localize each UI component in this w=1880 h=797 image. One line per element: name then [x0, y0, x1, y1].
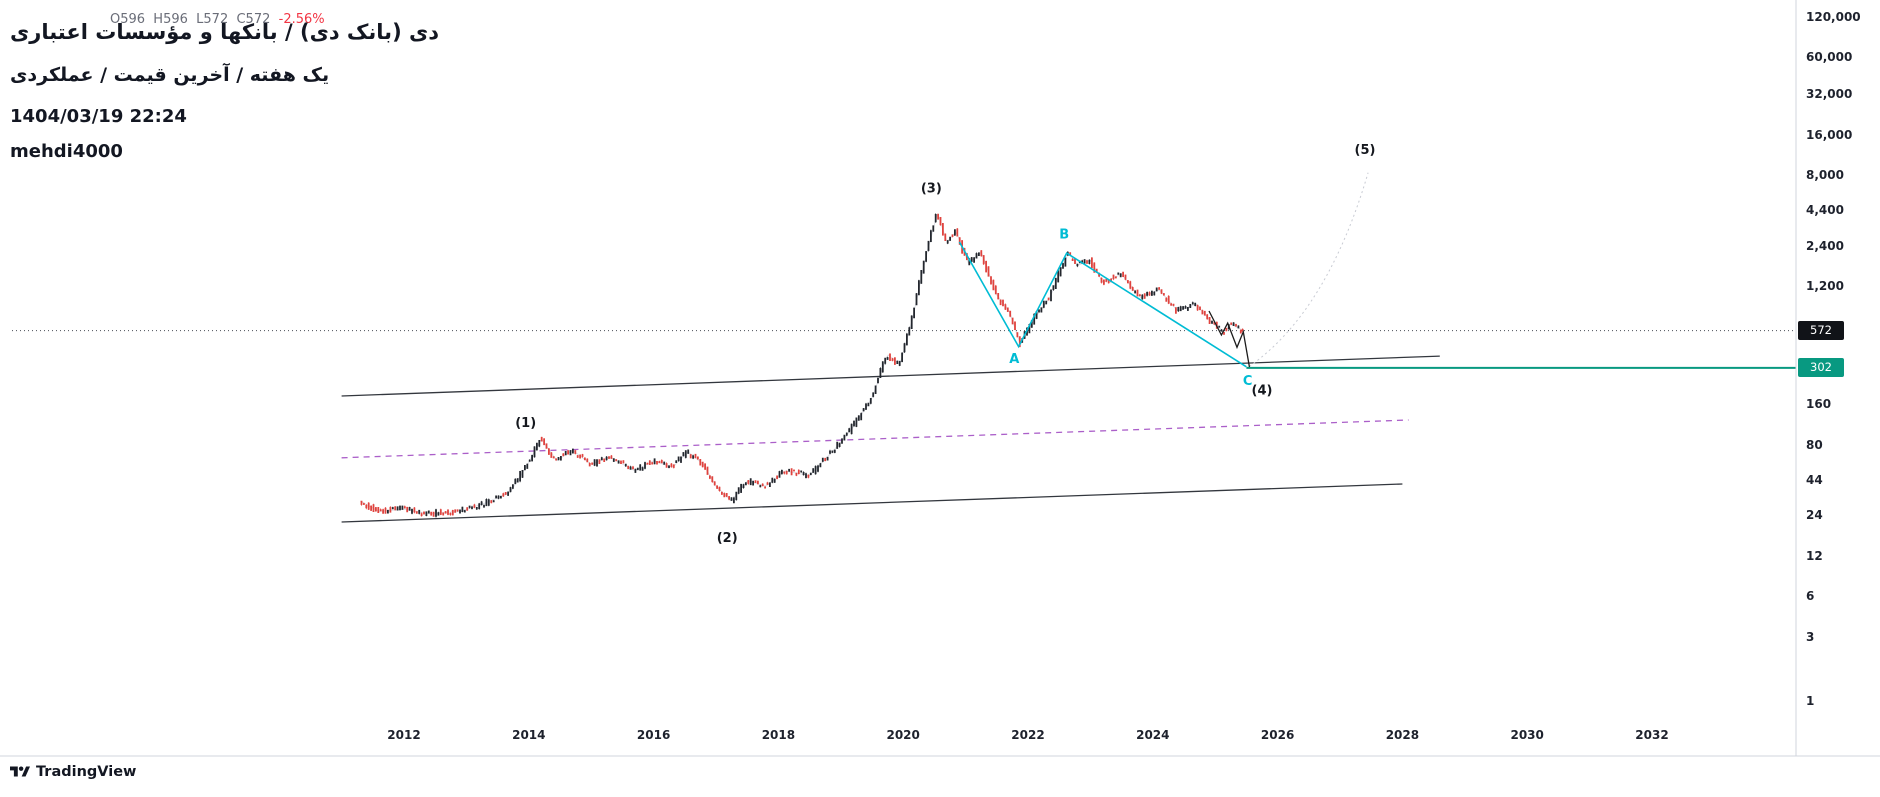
time-axis-label: 2018 [761, 728, 796, 742]
ending-diagonal-line[interactable] [1208, 310, 1251, 368]
datetime-text[interactable]: 1404/03/19 22:24 [10, 106, 187, 127]
price-axis-label: 2,400 [1806, 238, 1844, 253]
price-axis-label: 24 [1806, 508, 1823, 523]
price-axis-label: 1 [1806, 694, 1815, 708]
wave-label-2[interactable]: (2) [717, 531, 738, 546]
wave-label-B[interactable]: B [1059, 228, 1069, 243]
price-axis-label: 16,000 [1806, 127, 1853, 142]
price-axis-label: 120,000 [1806, 9, 1861, 24]
abc-correction-line[interactable] [958, 241, 1247, 368]
time-axis-label: 2024 [1136, 728, 1170, 742]
price-axis-label: 32,000 [1806, 87, 1853, 102]
price-axis-label: 6 [1806, 589, 1815, 604]
faint-price-trace [360, 214, 1243, 515]
ohlc-legend: O596 H596 L572 C572 -2.56% [110, 12, 325, 27]
time-axis-label: 2028 [1385, 728, 1420, 742]
channel-line-upper[interactable] [341, 355, 1440, 397]
time-axis-label: 2020 [886, 728, 920, 742]
time-axis-label: 2012 [387, 728, 421, 742]
time-axis-label: 2032 [1635, 728, 1669, 742]
wave-label-4[interactable]: (4) [1252, 384, 1273, 399]
wave5-projection-line[interactable] [1249, 172, 1369, 367]
legend-change-value: -2.56% [278, 12, 325, 27]
support-level-badge: 302 [1798, 358, 1844, 378]
last-price-badge: 572 [1798, 321, 1844, 341]
tradingview-logo-icon [10, 764, 30, 780]
tradingview-brand-text: TradingView [36, 764, 137, 780]
tradingview-attribution[interactable]: TradingView [10, 764, 136, 780]
timeframe-subtitle-text[interactable]: یک هفته / آخرین قیمت / عملکردی [10, 64, 330, 86]
price-axis-label: 160 [1806, 397, 1832, 412]
wave-label-3[interactable]: (3) [921, 181, 942, 196]
candles-up-bodies [387, 214, 1240, 517]
price-axis-label: 8,000 [1806, 168, 1844, 183]
time-axis-label: 2016 [636, 728, 671, 742]
candles-down-bodies [360, 213, 1244, 517]
time-axis-label: 2022 [1011, 728, 1045, 742]
wave-label-1[interactable]: (1) [515, 416, 536, 431]
wave-label-C[interactable]: C [1243, 374, 1253, 389]
legend-ohlc-values: O596 H596 L572 C572 [110, 12, 271, 27]
price-axis-label: 12 [1806, 548, 1823, 563]
price-axis[interactable]: 120,000 60,000 32,000 16,000 8,000 4,400 2,400… [1796, 0, 1880, 756]
wave-label-5[interactable]: (5) [1355, 143, 1376, 158]
price-axis-label: 44 [1806, 472, 1823, 487]
time-axis-label: 2030 [1510, 728, 1544, 742]
price-axis-label: 60,000 [1806, 50, 1853, 65]
price-axis-label: 80 [1806, 437, 1823, 452]
price-axis-label: 4,400 [1806, 203, 1844, 218]
symbol-title-text[interactable]: دی (بانک دی) / بانکها و مؤسسات اعتباری [10, 20, 440, 44]
price-axis-label: 3 [1806, 629, 1815, 644]
time-axis-label: 2026 [1260, 728, 1295, 742]
channel-line-lower[interactable] [341, 483, 1403, 523]
time-axis[interactable]: 2012 2014 2016 2018 2020 2022 2024 2026 2028 2030… [0, 718, 1796, 756]
wave-label-A[interactable]: A [1009, 352, 1019, 367]
time-axis-label: 2014 [512, 728, 546, 742]
username-text[interactable]: mehdi4000 [10, 141, 123, 162]
channel-line-median[interactable] [341, 419, 1409, 459]
price-axis-label: 1,200 [1806, 279, 1844, 294]
